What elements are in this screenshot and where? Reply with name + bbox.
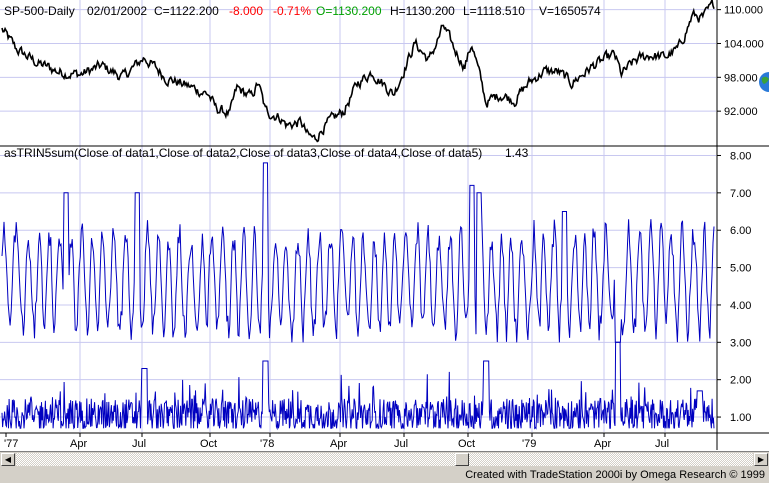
scroll-track[interactable] (16, 453, 753, 466)
open-label: O=1130.200 (316, 4, 382, 18)
globe-icon[interactable] (757, 70, 769, 94)
trin-daily-line (1, 341, 715, 431)
trin-tick-label: 4.00 (730, 300, 751, 312)
date-tick-label: '79 (522, 438, 536, 450)
date-tick-label: Apr (594, 438, 611, 450)
footer-text: Created with TradeStation 2000i by Omega… (465, 469, 765, 481)
trin-tick-label: 2.00 (730, 375, 751, 387)
trin-tick-label: 3.00 (730, 337, 751, 349)
date-tick-label: '77 (4, 438, 18, 450)
trin-tick-label: 1.00 (730, 412, 751, 424)
trin-series (1, 162, 715, 431)
date-tick-label: Oct (458, 438, 475, 450)
date-label: 02/01/2002 (87, 4, 147, 18)
change-label: -8.000 (229, 4, 263, 18)
symbol-label: SP-500-Daily (4, 4, 75, 18)
grid-lines (0, 0, 716, 432)
scroll-thumb[interactable] (455, 453, 469, 466)
date-axis: '77 Apr Jul Oct '78 Apr Jul Oct '79 Apr Jul (4, 433, 669, 450)
date-tick-label: Jul (132, 438, 146, 450)
date-tick-label: Jul (655, 438, 669, 450)
trin-tick-label: 6.00 (730, 225, 751, 237)
price-tick-label: 98.000 (724, 72, 758, 84)
scroll-right-button[interactable]: ▶ (754, 453, 768, 466)
trin-tick-label: 7.00 (730, 188, 751, 200)
price-line (1, 0, 715, 143)
high-label: H=1130.200 (390, 4, 455, 18)
price-series (1, 0, 715, 143)
trin-tick-label: 8.00 (730, 150, 751, 162)
volume-label: V=1650574 (539, 4, 601, 18)
date-tick-label: Jul (394, 438, 408, 450)
price-tick-label: 92.000 (724, 106, 758, 118)
date-tick-label: Oct (200, 438, 217, 450)
trin-sum-line (1, 162, 715, 343)
price-tick-label: 110.000 (724, 5, 763, 17)
scroll-left-button[interactable]: ◀ (1, 453, 15, 466)
indicator-value: 1.43 (505, 146, 529, 160)
trin-tick-label: 5.00 (730, 263, 751, 275)
price-tick-label: 104.000 (724, 38, 764, 50)
close-label: C=1122.200 (154, 4, 219, 18)
horizontal-scrollbar[interactable]: ◀ ▶ (0, 451, 769, 467)
change-pct-label: -0.71% (273, 4, 311, 18)
date-tick-label: Apr (70, 438, 87, 450)
date-tick-label: Apr (330, 438, 347, 450)
date-tick-label: '78 (260, 438, 274, 450)
indicator-label: asTRIN5sum(Close of data1,Close of data2… (4, 146, 482, 160)
footer-bar: Created with TradeStation 2000i by Omega… (0, 467, 769, 483)
price-axis: 110.000 104.000 98.000 92.000 8.00 7.00 6.00 5.… (0, 0, 769, 450)
low-label: L=1118.510 (463, 4, 525, 18)
